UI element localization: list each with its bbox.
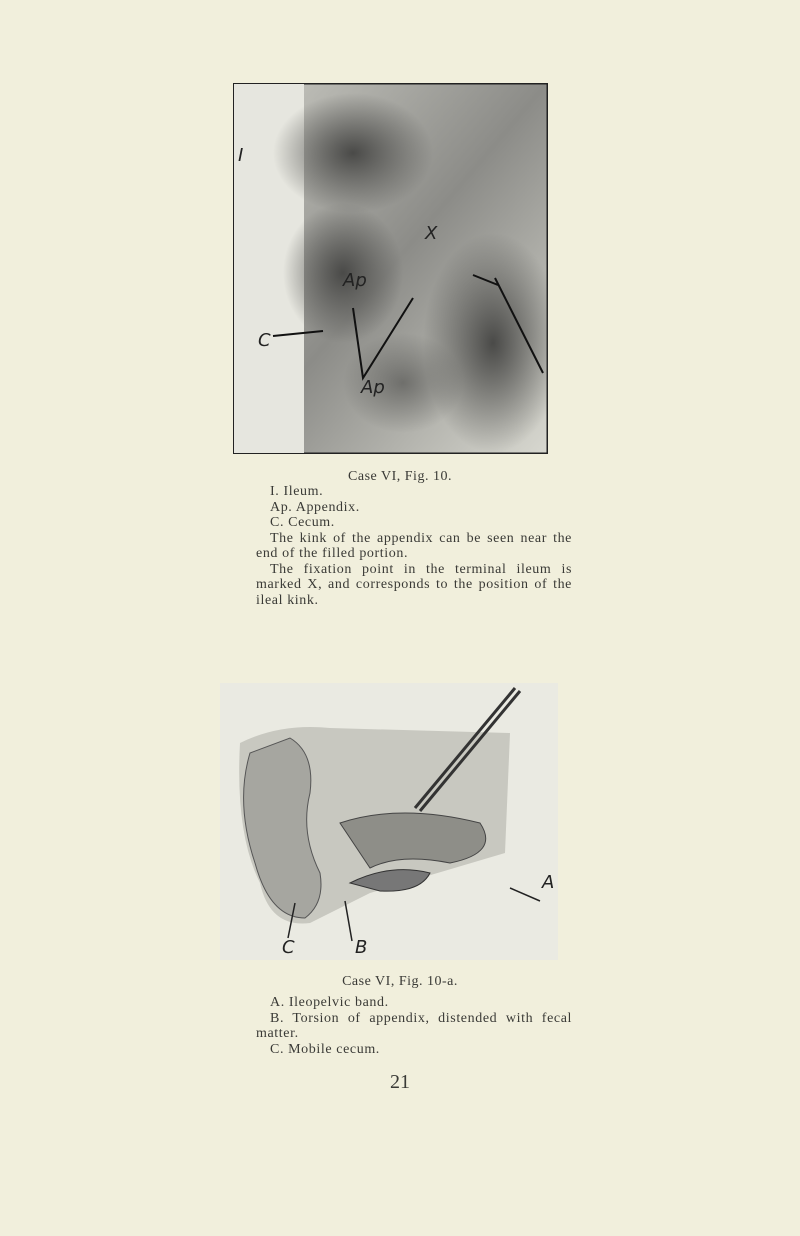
x-ray-figure: I Ap C X Ap [233,83,548,454]
figure-caption: Case VI, Fig. 10-a. [342,974,458,989]
figure-legend: I. Ileum. Ap. Appendix. C. Cecum. The ki… [256,484,572,608]
legend-line: A. Ileopelvic band. [270,995,389,1010]
legend-line: The fixation point in the terminal ileum… [256,561,572,608]
legend-line: I. Ileum. [270,484,324,499]
legend-line: B. Torsion of appendix, distended with f… [256,1010,572,1042]
legend-line: The kink of the appendix can be seen nea… [256,530,572,562]
image-label: I [238,145,243,166]
legend-line: Ap. Appendix. [270,499,360,515]
image-label: B [355,937,367,958]
figure-caption: Case VI, Fig. 10. [348,469,452,484]
legend-line: C. Cecum. [270,515,335,530]
figure-legend: A. Ileopelvic band. B. Torsion of append… [256,995,572,1057]
image-label: Ap [360,377,385,398]
image-label: C [258,330,271,351]
image-label: A [541,872,554,893]
legend-line: C. Mobile cecum. [270,1041,380,1057]
illustration-figure: A C B [220,683,558,960]
image-label: X [424,223,438,244]
page-number: 21 [390,1071,410,1093]
image-label: C [282,937,295,958]
image-label: Ap [342,270,367,291]
